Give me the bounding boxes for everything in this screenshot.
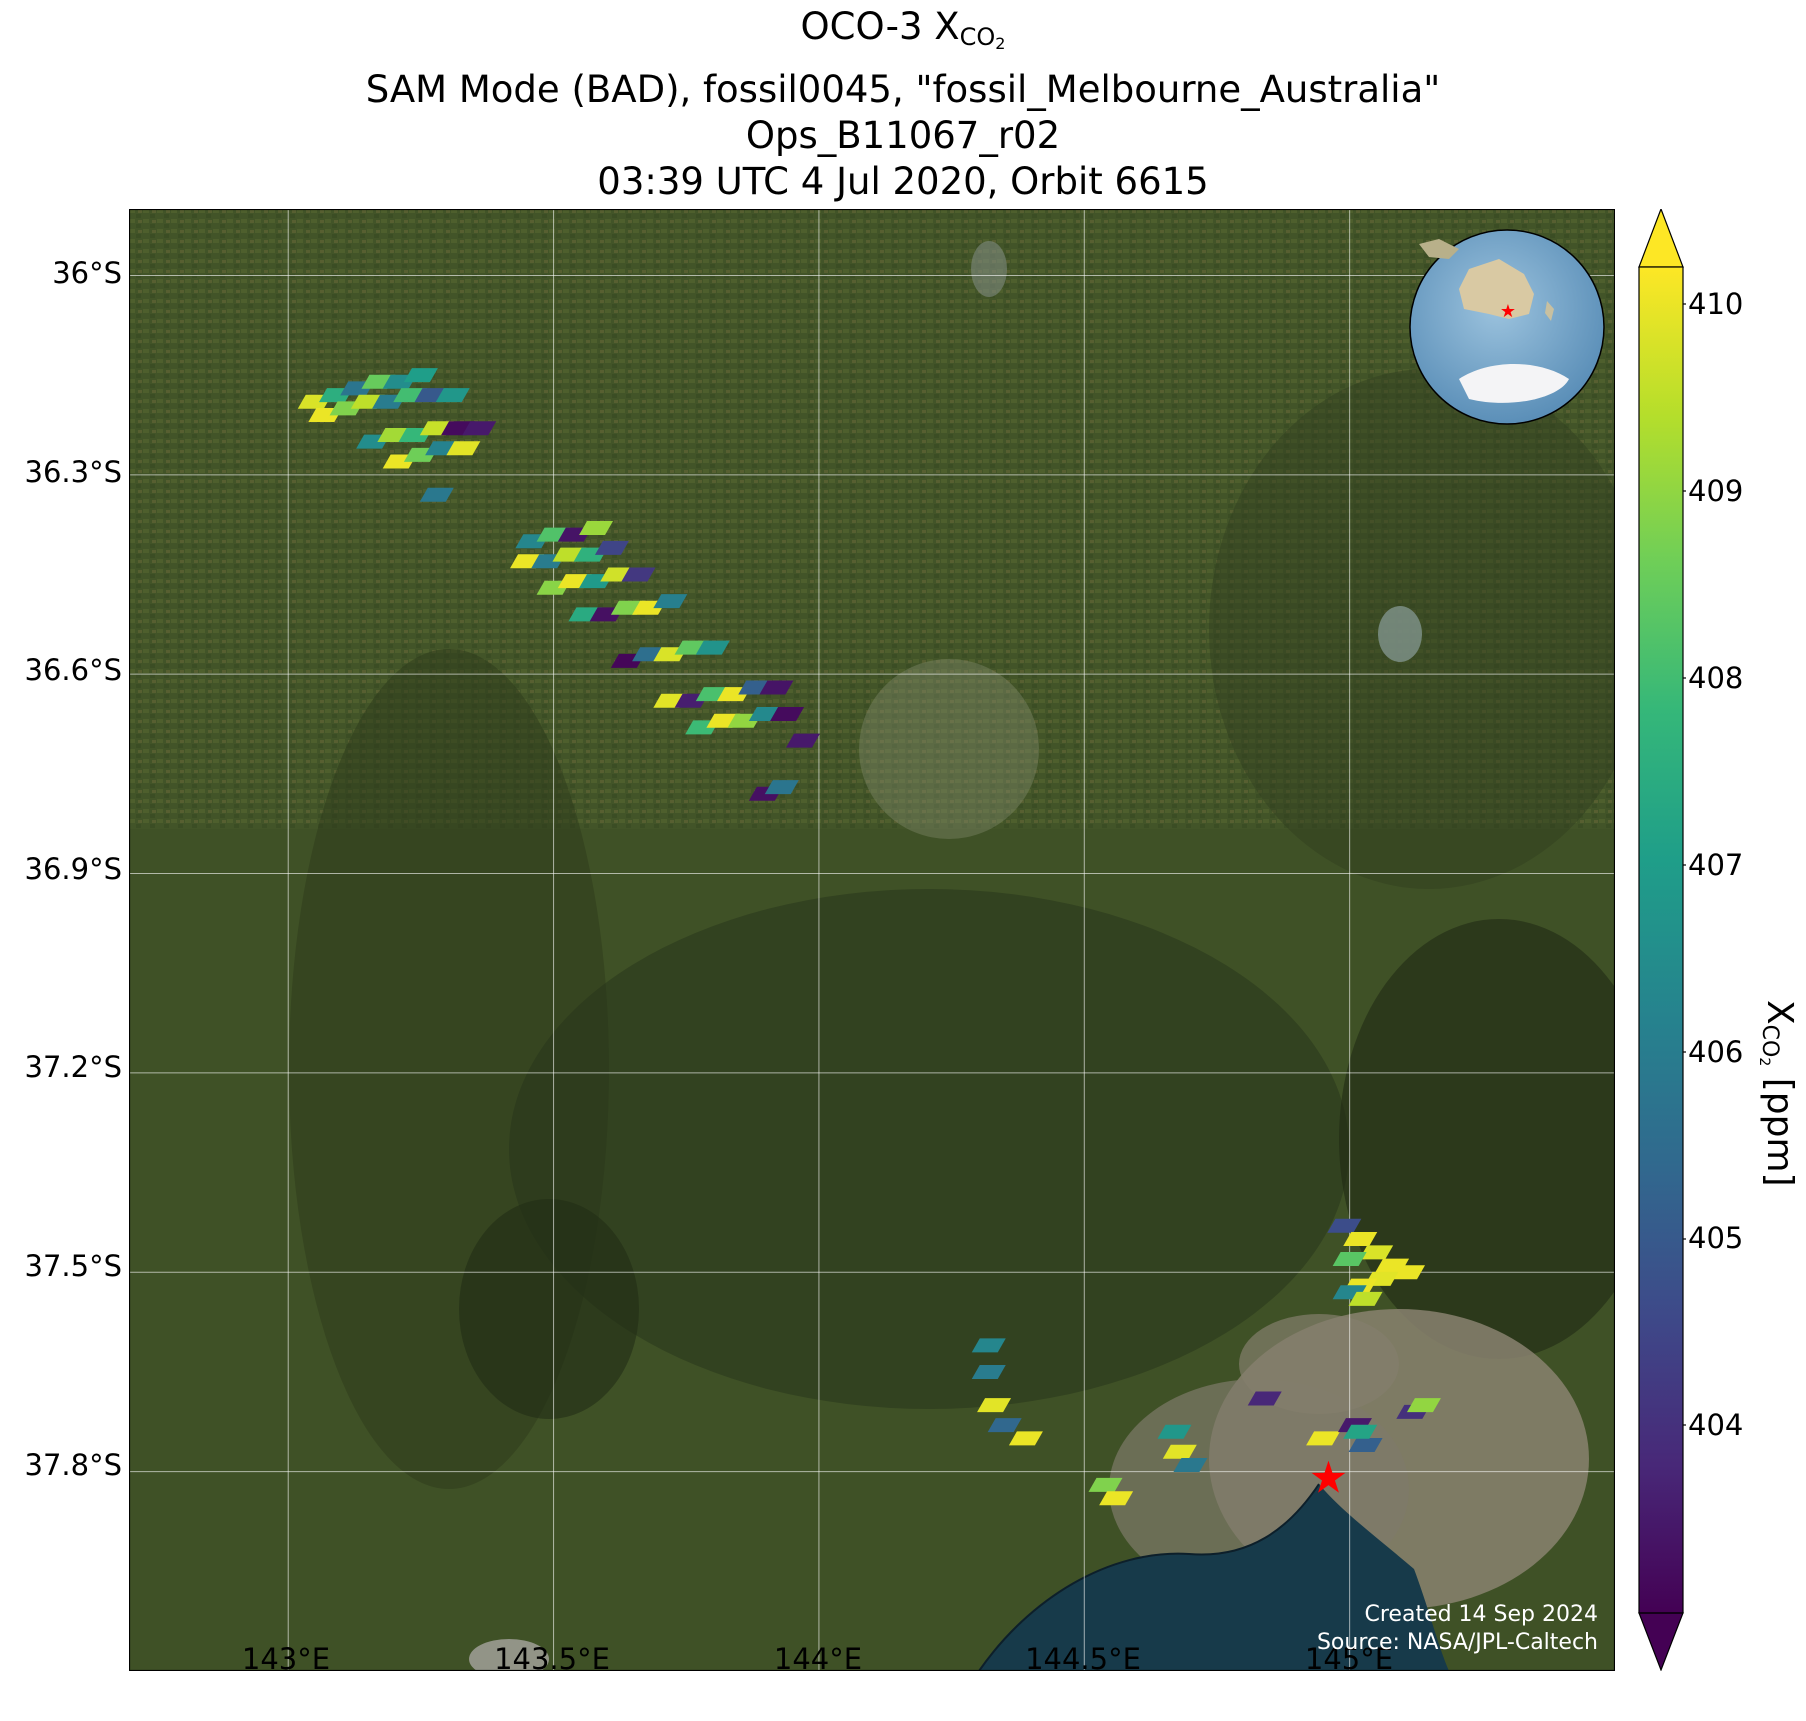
- colorbar-tick-label: 406: [1688, 1035, 1744, 1069]
- lat-tick-label: 37.2°S: [24, 1050, 122, 1084]
- xco2-sounding: [1247, 1391, 1282, 1406]
- lon-tick-label: 144°E: [773, 1642, 863, 1676]
- chart-title: OCO-3 XCO2 SAM Mode (BAD), fossil0045, "…: [0, 4, 1806, 205]
- lat-tick-label: 36°S: [52, 256, 122, 290]
- credit-source: Source: NASA/JPL-Caltech: [1316, 1630, 1598, 1655]
- lon-tick-label: 144.5°E: [1025, 1642, 1141, 1676]
- colorbar-gradient: [1639, 267, 1683, 1613]
- xco2-sounding: [1173, 1457, 1208, 1472]
- xco2-sounding: [419, 487, 454, 502]
- globe-new-zealand: [1545, 301, 1554, 321]
- satellite-basemap: [129, 209, 1615, 1671]
- xco2-sounding: [594, 540, 629, 555]
- lon-tick-label: 145°E: [1304, 1642, 1394, 1676]
- xco2-sounding: [971, 1364, 1006, 1379]
- xco2-sounding: [1332, 1251, 1367, 1266]
- globe-antarctica: [1459, 364, 1569, 403]
- xco2-sounding: [403, 368, 438, 383]
- xco2-sounding: [1348, 1438, 1383, 1453]
- xco2-sounding: [1162, 1444, 1197, 1459]
- colorbar-tick-label: 410: [1688, 287, 1744, 321]
- colorbar-tick-label: 405: [1688, 1221, 1744, 1255]
- xco2-sounding: [1348, 1291, 1383, 1306]
- xco2-sounding: [579, 520, 614, 535]
- colorbar-ticks: [1683, 303, 1686, 1426]
- title-line-4: 03:39 UTC 4 Jul 2020, Orbit 6615: [597, 160, 1209, 203]
- xco2-sounding: [1157, 1424, 1192, 1439]
- credit-created: Created 14 Sep 2024: [1364, 1602, 1599, 1627]
- colorbar-tick-label: 408: [1688, 661, 1744, 695]
- xco2-sounding: [621, 567, 656, 582]
- colorbar-extend-max: [1638, 209, 1684, 268]
- xco2-sounding: [987, 1418, 1022, 1433]
- lat-tick-label: 36.9°S: [24, 852, 122, 886]
- xco2-sounding: [770, 707, 805, 722]
- lon-tick-label: 143.5°E: [494, 1642, 610, 1676]
- xco2-sounding: [1343, 1232, 1378, 1247]
- target-layer: ★: [1309, 1452, 1348, 1503]
- xco2-sounding: [759, 680, 794, 695]
- xco2-sounding: [977, 1398, 1012, 1413]
- xco2-sounding: [1359, 1245, 1394, 1260]
- xco2-sounding: [446, 441, 481, 456]
- gridlines: [129, 209, 1615, 1671]
- xco2-sounding: [1406, 1398, 1441, 1413]
- map-frame: [129, 209, 1615, 1671]
- title-line-3: Ops_B11067_r02: [745, 114, 1061, 157]
- xco2-soundings: [297, 368, 1441, 1506]
- xco2-sounding: [971, 1338, 1006, 1353]
- xco2-sounding: [1008, 1431, 1043, 1446]
- xco2-sounding: [1343, 1424, 1378, 1439]
- title-line-2: SAM Mode (BAD), fossil0045, "fossil_Melb…: [365, 68, 1441, 111]
- title-line-1: OCO-3 XCO2: [800, 5, 1006, 53]
- globe-target-star-icon: ★: [1500, 301, 1516, 322]
- target-star-icon: ★: [1309, 1452, 1348, 1503]
- colorbar-tick-label: 404: [1688, 1408, 1744, 1442]
- xco2-sounding: [435, 388, 470, 403]
- colorbar-tick-label: 409: [1688, 474, 1744, 508]
- lat-tick-label: 36.3°S: [24, 455, 122, 489]
- colorbar-tick-label: 407: [1688, 848, 1744, 882]
- xco2-sounding: [462, 421, 497, 436]
- xco2-sounding: [653, 594, 688, 609]
- inset-globe: ★: [1409, 229, 1605, 425]
- xco2-sounding: [1088, 1477, 1123, 1492]
- xco2-sounding: [1327, 1218, 1362, 1233]
- xco2-sounding: [1099, 1491, 1134, 1506]
- globe-asia: [1419, 239, 1459, 259]
- xco2-sounding: [1391, 1265, 1426, 1280]
- colorbar-extend-min: [1638, 1612, 1684, 1671]
- lat-tick-label: 37.5°S: [24, 1249, 122, 1283]
- xco2-sounding: [786, 733, 821, 748]
- lat-tick-label: 37.8°S: [24, 1448, 122, 1482]
- xco2-sounding: [1306, 1431, 1341, 1446]
- colorbar-title: XCO2 [ppm]: [1756, 1000, 1800, 1187]
- colorbar: [1638, 209, 1686, 1671]
- map-panel: ★ ★: [129, 209, 1615, 1671]
- colorbar-frame: [1638, 266, 1684, 1614]
- globe-australia: [1459, 259, 1534, 319]
- xco2-sounding: [764, 780, 799, 795]
- lon-tick-label: 143°E: [241, 1642, 331, 1676]
- xco2-sounding: [695, 640, 730, 655]
- lat-tick-label: 36.6°S: [24, 653, 122, 687]
